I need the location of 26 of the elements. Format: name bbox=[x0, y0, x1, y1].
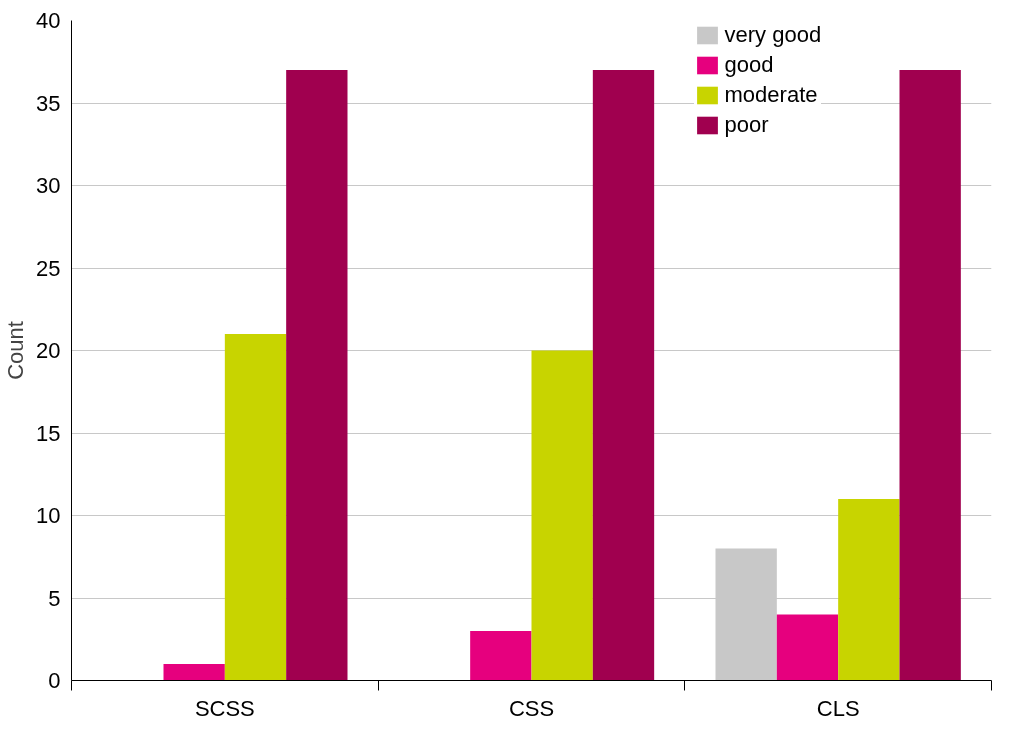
bar bbox=[470, 631, 532, 681]
y-tick-label: 10 bbox=[36, 503, 61, 528]
y-axis-title: Count bbox=[3, 321, 29, 380]
x-tick-label: CLS bbox=[816, 695, 860, 721]
y-tick-label: 20 bbox=[36, 338, 61, 363]
y-tick-label: 0 bbox=[48, 668, 61, 693]
bar bbox=[286, 70, 348, 681]
bar bbox=[899, 70, 961, 681]
legend-label: poor bbox=[724, 112, 769, 138]
bar bbox=[838, 499, 900, 681]
y-tick-label: 25 bbox=[36, 255, 61, 281]
x-tick-label: SCSS bbox=[194, 695, 255, 721]
bar bbox=[592, 70, 655, 681]
y-tick-label: 40 bbox=[36, 8, 61, 33]
bar bbox=[531, 350, 593, 681]
bar bbox=[163, 664, 225, 681]
y-tick-label: 5 bbox=[48, 585, 61, 611]
legend-label: moderate bbox=[724, 82, 818, 108]
y-tick-label: 30 bbox=[36, 173, 61, 198]
y-tick-label: 15 bbox=[36, 420, 61, 446]
legend-label: very good bbox=[724, 22, 822, 48]
y-tick-label: 35 bbox=[36, 90, 61, 116]
x-tick-label: CSS bbox=[508, 695, 555, 721]
bar bbox=[224, 334, 287, 681]
bar bbox=[776, 614, 839, 681]
legend-label: good bbox=[724, 52, 774, 78]
